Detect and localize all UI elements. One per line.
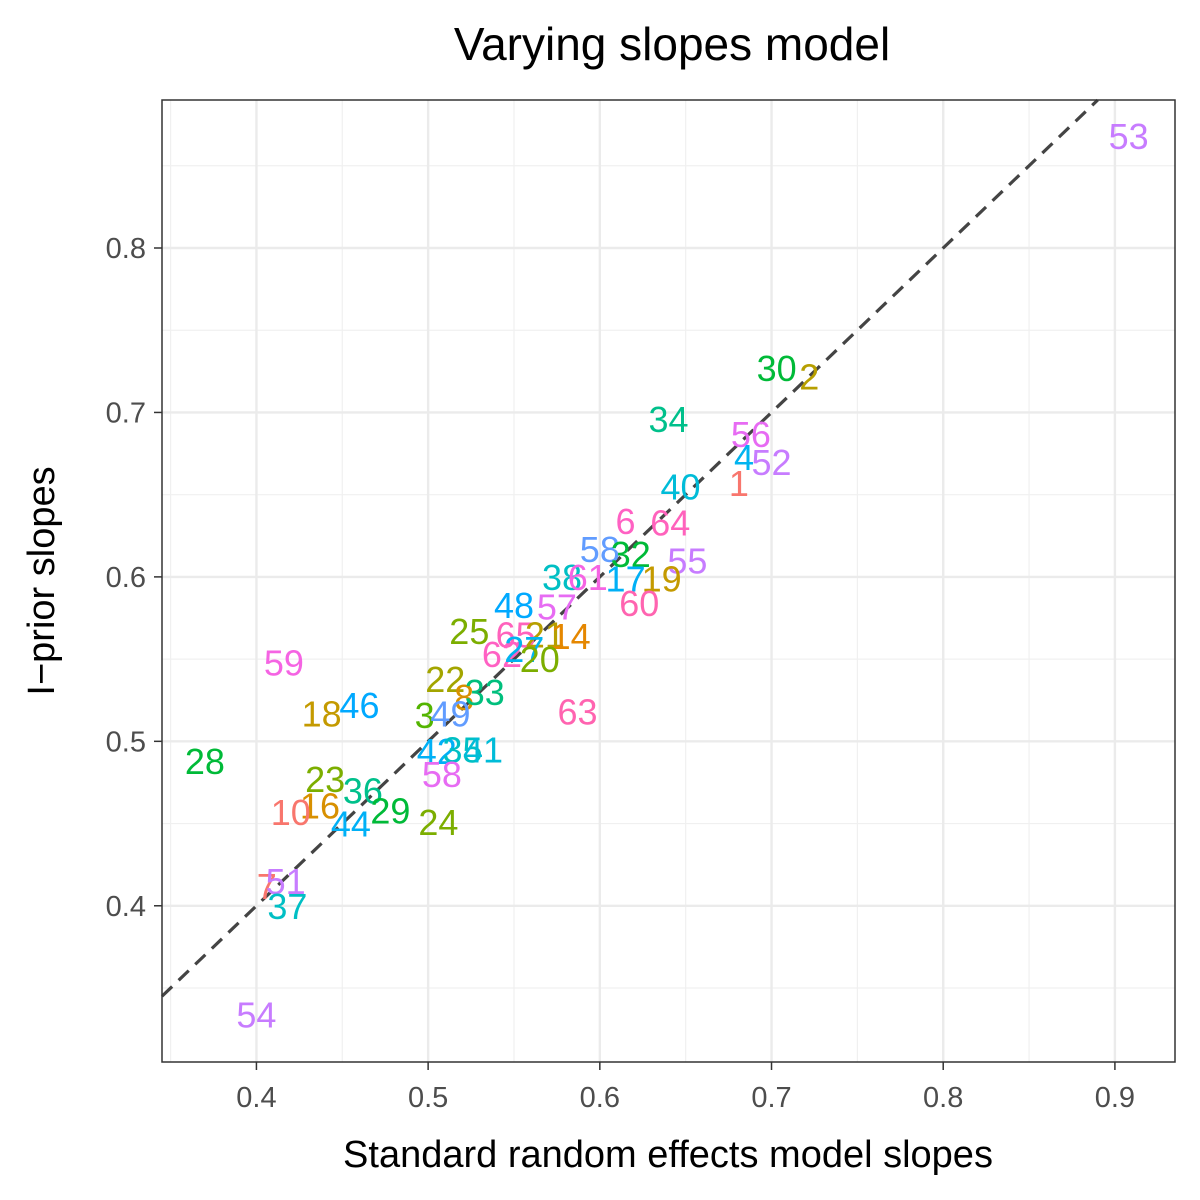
- point-label-20: 20: [520, 639, 560, 680]
- major-gridlines: [162, 100, 1175, 1062]
- point-label-25: 25: [449, 611, 489, 652]
- point-label-32: 32: [611, 534, 651, 575]
- point-label-29: 29: [370, 790, 410, 831]
- y-axis-ticks: 0.4 0.5 0.6 0.7 0.8: [106, 233, 162, 923]
- y-tick-label: 0.4: [106, 891, 146, 923]
- point-label-18: 18: [302, 693, 342, 734]
- point-label-64: 64: [650, 503, 690, 544]
- point-label-34: 34: [648, 399, 688, 440]
- point-label-57: 57: [537, 586, 577, 627]
- identity-reference-line: [160, 98, 1099, 998]
- point-label-58: 58: [580, 529, 620, 570]
- point-label-2: 2: [799, 356, 819, 397]
- point-label-52: 52: [751, 442, 791, 483]
- point-label-44: 44: [331, 804, 371, 845]
- point-label-51: 51: [266, 861, 306, 902]
- point-label-60: 60: [619, 583, 659, 624]
- x-tick-label: 0.8: [923, 1082, 963, 1114]
- point-label-4: 4: [734, 437, 754, 478]
- y-tick-label: 0.6: [106, 562, 146, 594]
- x-tick-label: 0.4: [236, 1082, 276, 1114]
- y-axis-title: I−prior slopes: [21, 466, 63, 695]
- point-label-56: 56: [731, 414, 771, 455]
- point-label-42: 42: [417, 731, 457, 772]
- y-tick-label: 0.5: [106, 726, 146, 758]
- point-label-8: 8: [454, 677, 474, 718]
- point-label-41: 41: [463, 730, 503, 771]
- point-label-58: 58: [422, 754, 462, 795]
- point-label-46: 46: [339, 685, 379, 726]
- point-label-37: 37: [267, 886, 307, 927]
- point-label-65: 65: [496, 614, 536, 655]
- point-label-54: 54: [236, 994, 276, 1035]
- chart-title: Varying slopes model: [454, 18, 890, 70]
- point-label-48: 48: [494, 585, 534, 626]
- point-label-53: 53: [1109, 116, 1149, 157]
- point-label-19: 19: [642, 559, 682, 600]
- point-label-59: 59: [264, 642, 304, 683]
- point-label-3: 3: [415, 695, 435, 736]
- point-label-23: 23: [305, 759, 345, 800]
- point-label-1: 1: [729, 463, 749, 504]
- x-tick-label: 0.9: [1095, 1082, 1135, 1114]
- minor-gridlines: [162, 100, 1175, 1062]
- point-label-7: 7: [257, 866, 277, 907]
- x-tick-label: 0.7: [751, 1082, 791, 1114]
- point-label-61: 61: [568, 557, 608, 598]
- point-label-10: 10: [271, 792, 311, 833]
- x-tick-label: 0.5: [408, 1082, 448, 1114]
- point-label-49: 49: [430, 693, 470, 734]
- point-label-17: 17: [606, 559, 646, 600]
- point-label-27: 27: [504, 629, 544, 670]
- point-label-35: 35: [442, 730, 482, 771]
- point-label-24: 24: [418, 802, 458, 843]
- point-label-28: 28: [185, 741, 225, 782]
- point-label-36: 36: [343, 771, 383, 812]
- point-label-63: 63: [557, 692, 597, 733]
- point-label-6: 6: [616, 501, 636, 542]
- x-axis-ticks: 0.4 0.5 0.6 0.7 0.8 0.9: [236, 1062, 1135, 1114]
- point-label-16: 16: [300, 785, 340, 826]
- point-label-62: 62: [482, 634, 522, 675]
- panel-border: [161, 99, 1176, 1063]
- y-tick-label: 0.8: [106, 233, 146, 265]
- point-label-33: 33: [465, 672, 505, 713]
- point-label-21: 21: [525, 614, 565, 655]
- point-label-55: 55: [667, 540, 707, 581]
- point-label-40: 40: [660, 466, 700, 507]
- point-label-38: 38: [542, 557, 582, 598]
- point-label-22: 22: [425, 659, 465, 700]
- y-tick-label: 0.7: [106, 397, 146, 429]
- x-axis-title: Standard random effects model slopes: [343, 1134, 993, 1176]
- x-tick-label: 0.6: [580, 1082, 620, 1114]
- point-label-30: 30: [757, 348, 797, 389]
- point-label-14: 14: [551, 616, 591, 657]
